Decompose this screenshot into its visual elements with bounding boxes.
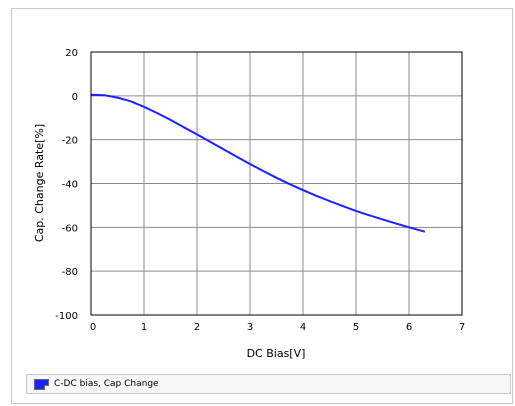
series-line [90,93,426,233]
x-tick-label: 1 [141,322,147,333]
x-tick-label: 5 [353,322,359,333]
legend: C-DC bias, Cap Change [26,374,511,394]
x-tick-label: 3 [247,322,253,333]
series-layer [90,93,426,233]
y-tick-label: -80 [62,267,78,278]
chart-frame [11,8,513,404]
y-axis-title: Cap. Change Rate[%] [33,124,46,242]
y-tick-label: -60 [62,223,78,234]
x-tick-label: 0 [90,322,96,333]
y-tick-label: -100 [55,311,78,322]
grid [90,51,463,316]
y-tick-label: 20 [65,48,78,59]
y-tick-label: 0 [72,92,78,103]
y-tick-label: -40 [62,180,78,191]
legend-swatch [34,378,49,390]
legend-label: C-DC bias, Cap Change [54,379,159,389]
plot-area [90,51,463,316]
x-axis-title: DC Bias[V] [247,347,306,360]
x-tick-label: 7 [459,322,465,333]
x-tick-label: 4 [300,322,306,333]
x-tick-labels: 0 1 2 3 4 5 6 7 [90,322,465,333]
x-tick-label: 6 [406,322,412,333]
y-tick-label: -20 [62,136,78,147]
y-tick-labels: 20 0 -20 -40 -60 -80 -100 [55,48,78,322]
x-tick-label: 2 [194,322,200,333]
